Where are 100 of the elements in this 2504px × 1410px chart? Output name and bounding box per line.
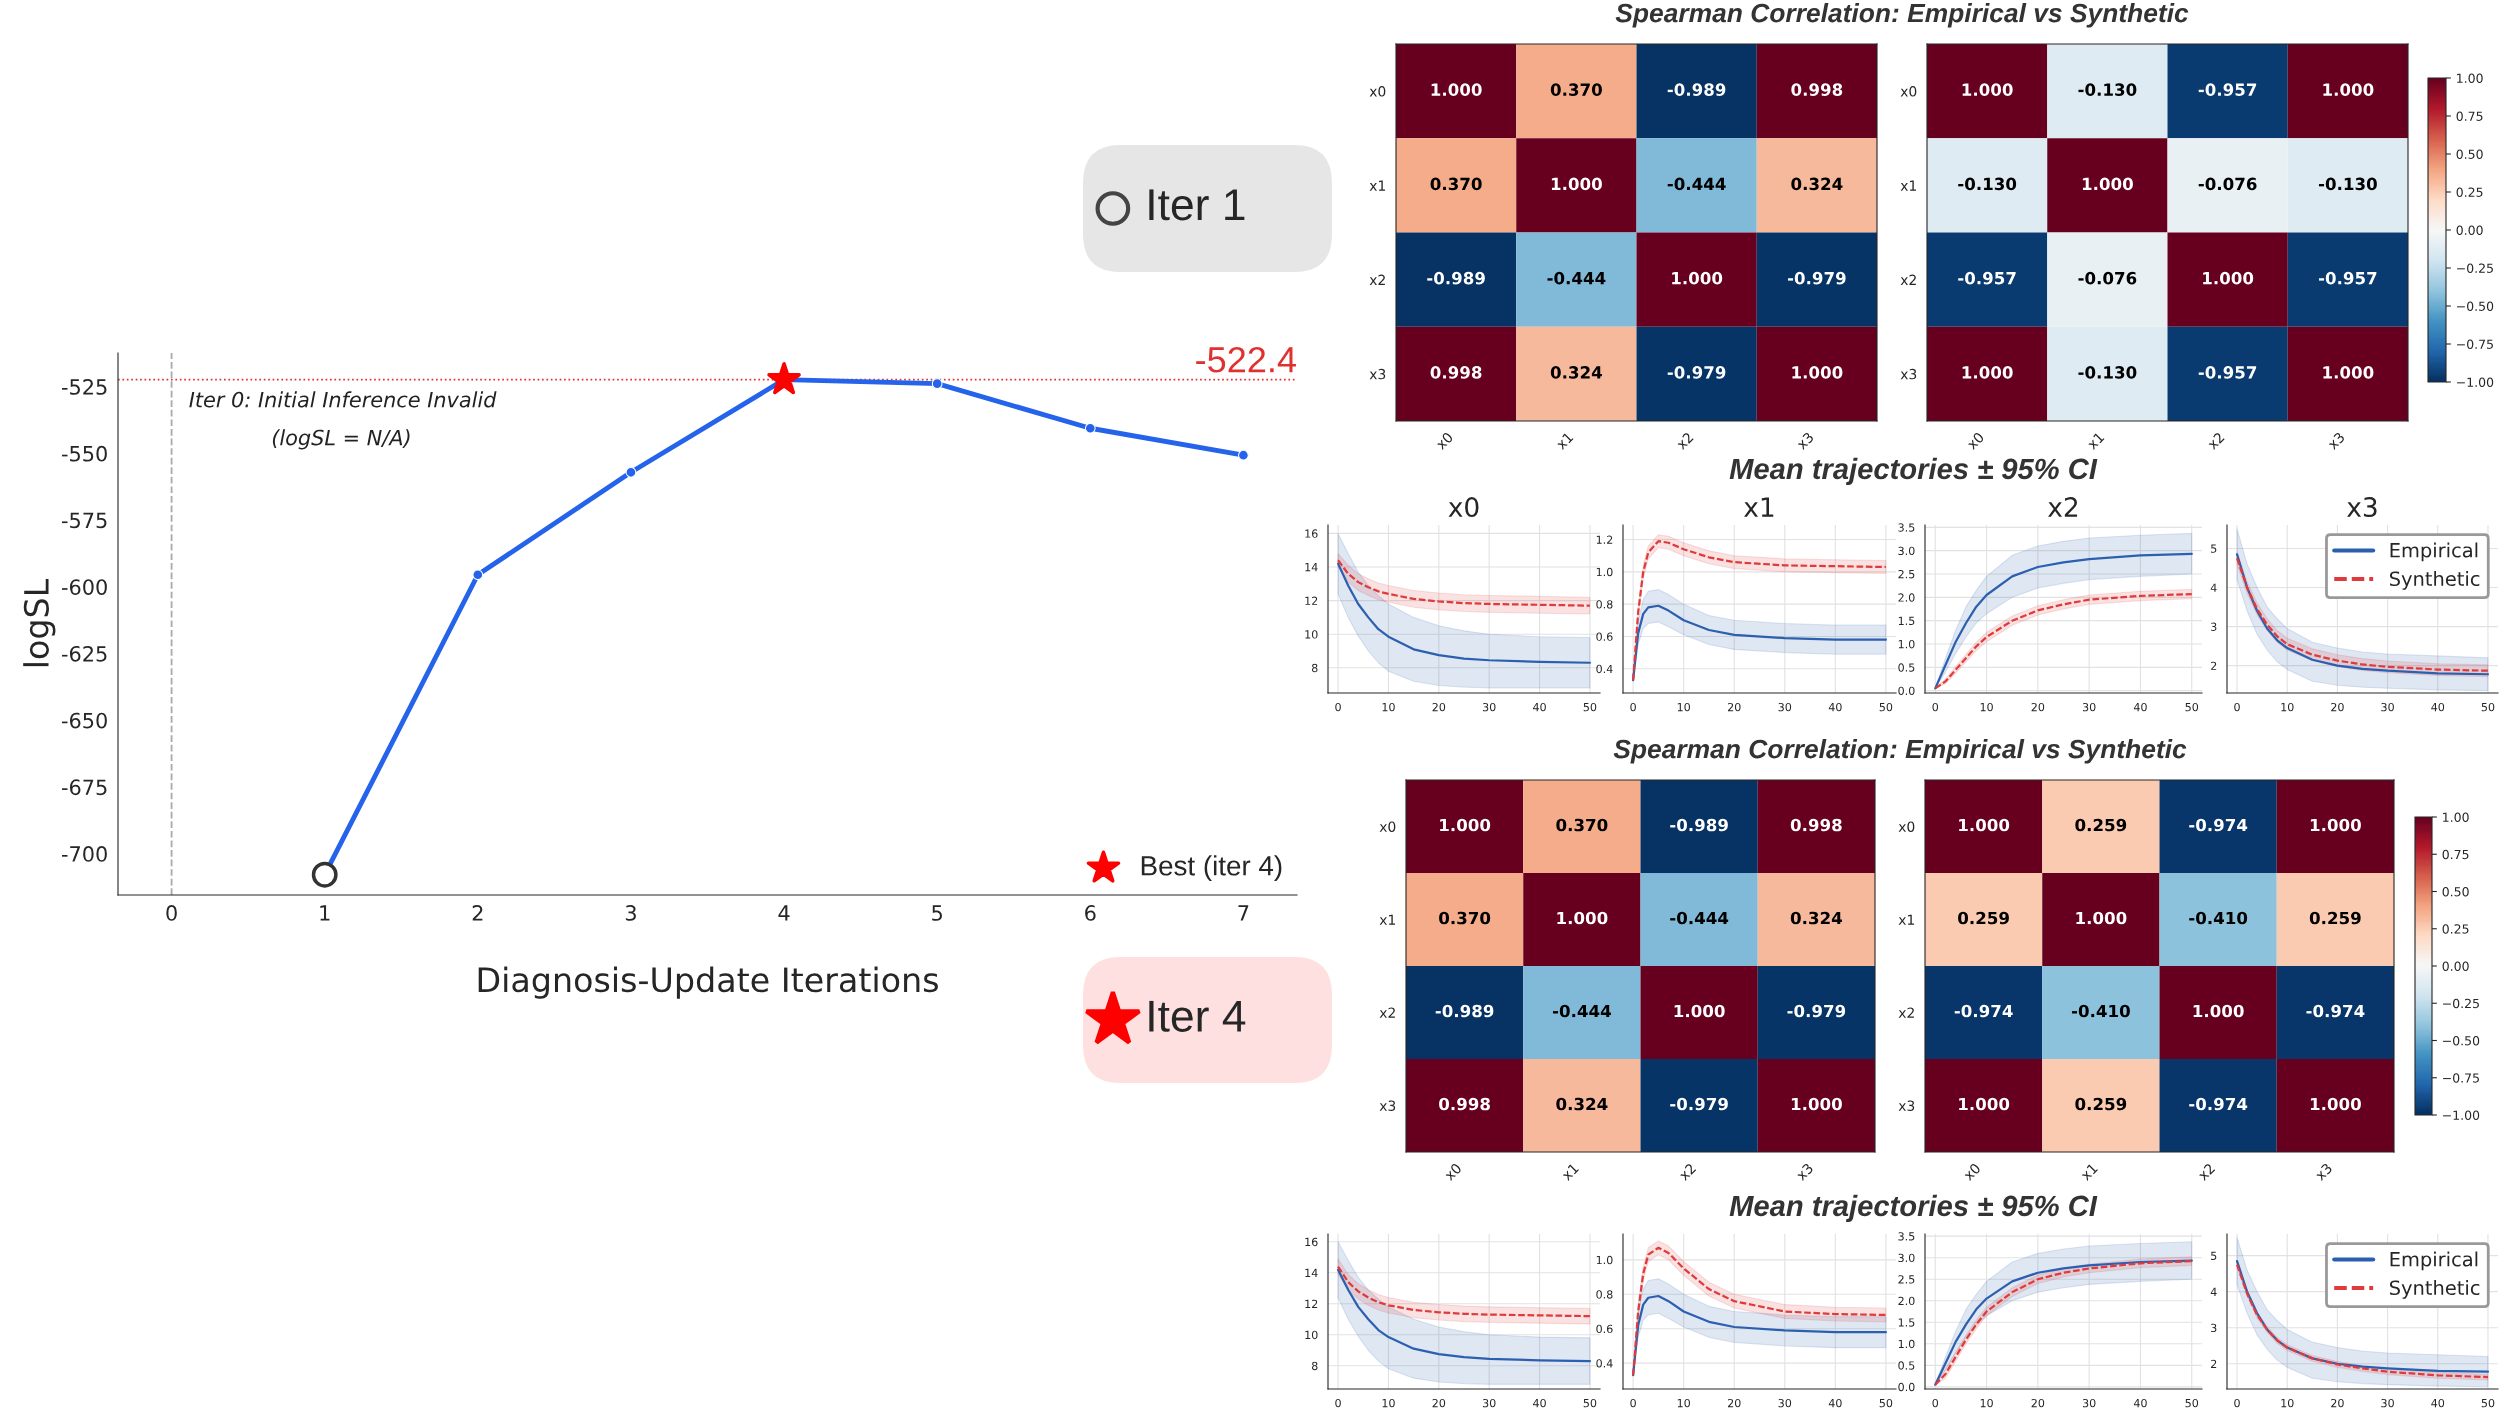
line-series [1336,1265,1592,1318]
x-tick-label: 40 [1533,702,1546,712]
y-tick-label: 16 [1305,529,1318,538]
data-label: 0.370 [1430,177,1482,191]
chart-title: Spearman Correlation: Empirical vs Synthetic [1615,3,2189,28]
data-label: 1.000 [1674,1004,1725,1018]
x-tick-label: x0 [1435,431,1454,451]
x-tick-label: 50 [2185,1398,2199,1408]
y-tick-label: x0 [1900,86,1917,97]
x-tick-label: x1 [1555,431,1574,450]
data-label: -0.974 [2306,1004,2365,1018]
x-tick-label: x0 [1443,1162,1463,1182]
point [625,466,637,478]
data-label: -0.989 [1435,1004,1494,1018]
point [931,378,943,390]
x-tick-label: 30 [2082,1398,2096,1408]
y-tick-label: 5 [2211,544,2217,553]
x-tick-label: x2 [1675,431,1694,450]
x-tick-label: 40 [2431,1398,2445,1408]
data-label: -0.957 [1958,271,2016,285]
color-bar-label: 1.00 [2443,812,2469,822]
y-tick-label: 12 [1305,1299,1318,1308]
x-tick-label: 10 [2281,702,2294,712]
y-tick-label: 1.5 [1898,1318,1915,1327]
data-label: 0.324 [1790,911,1842,925]
x-tick-label: 7 [1238,905,1249,921]
y-tick-label: 1.5 [1898,616,1915,626]
color-bar-label: 0.50 [2456,149,2483,159]
y-tick-label: x3 [1898,1100,1915,1111]
data-label: 1.000 [1440,818,1491,832]
data-label: -0.444 [1547,271,1606,285]
x-tick-label: 0 [1932,1398,1939,1408]
color-bar-label: −0.50 [2443,1035,2480,1046]
y-tick-label: 5 [2211,1251,2217,1261]
color-bar-label: −1.00 [2457,377,2494,387]
color-bar-label: 1.00 [2457,73,2483,83]
data-label: 0.998 [1430,366,1482,379]
y-tick-label: 0.6 [1596,1324,1613,1334]
color-bar-label: 0.25 [2442,924,2469,934]
y-tick-label: 1.2 [1596,535,1613,544]
y-tick-label: 10 [1305,630,1318,639]
x-tick-label: 30 [1778,702,1792,712]
data-label: 1.000 [2082,177,2133,191]
x-tick-label: 40 [2431,702,2445,712]
x-tick-label: 20 [1727,1398,1741,1408]
chart-title: x0 [1448,497,1479,518]
x-tick-label: x1 [2086,431,2105,450]
text: Iter 1 [1149,189,1245,221]
y-tick-label: -575 [62,512,107,529]
data-label: -0.974 [2189,1097,2248,1111]
point [767,362,801,395]
data-label: -0.989 [1667,83,1726,96]
data-label: 0.324 [1550,366,1602,379]
text: Mean trajectories ± 95% CI [1729,1194,2098,1222]
x-axis-title: Diagnosis-Update Iterations [478,966,938,999]
y-tick-label: x3 [1379,1100,1396,1111]
point [311,861,338,888]
x-tick-label: 10 [1677,702,1690,712]
x-tick-label: 0 [166,905,177,921]
y-tick-label: x3 [1900,368,1917,380]
x-tick-label: x1 [1560,1162,1579,1181]
data-label: -0.957 [2318,271,2377,285]
y-tick-label: 8 [1311,1361,1318,1371]
data-label: 1.000 [1792,366,1843,379]
chart-title: Spearman Correlation: Empirical vs Synthetic [1613,739,2187,764]
annotation: Iter 0: Initial Inference Invalid [189,391,497,408]
data-label: 1.000 [1962,83,2013,96]
y-axis-title: logSL [23,578,56,667]
y-tick-label: 0.8 [1596,600,1613,609]
y-tick-label: 2.0 [1898,1296,1915,1306]
y-tick-label: 12 [1305,596,1318,605]
x-tick-label: x3 [2326,431,2346,451]
point [472,569,484,581]
data-label: -0.444 [1667,177,1726,191]
color-bar-label: −0.50 [2457,301,2494,311]
x-tick-label: 2 [472,905,483,921]
y-tick-label: 0.8 [1596,1290,1613,1299]
data-label: -0.410 [2189,911,2248,925]
x-tick-label: 30 [2381,1398,2394,1408]
data-label: 0.324 [1556,1097,1608,1111]
data-label: -0.979 [1787,271,1846,285]
y-tick-label: 10 [1305,1330,1318,1340]
y-tick-label: x0 [1379,821,1396,832]
data-label: -0.974 [1954,1004,2013,1018]
y-tick-label: 1.0 [1898,639,1915,649]
y-tick-label: x0 [1369,86,1386,97]
y-tick-label: 3.5 [1898,523,1915,532]
y-tick-label: 16 [1305,1237,1318,1247]
y-tick-label: x2 [1369,274,1385,285]
x-tick-label: 0 [1630,1398,1636,1408]
y-tick-label: 0.5 [1898,663,1915,672]
data-label: 0.370 [1439,911,1491,925]
data-label: 0.998 [1791,83,1843,96]
x-tick-label: 50 [2481,702,2495,712]
data-label: -0.979 [1670,1097,1728,1111]
data-label: 1.000 [1431,83,1482,96]
data-label: 1.000 [1959,818,2010,832]
color-bar-label: 0.00 [2456,225,2483,235]
chart-title: x3 [2347,497,2377,518]
y-tick-label: 3.5 [1898,1232,1915,1241]
